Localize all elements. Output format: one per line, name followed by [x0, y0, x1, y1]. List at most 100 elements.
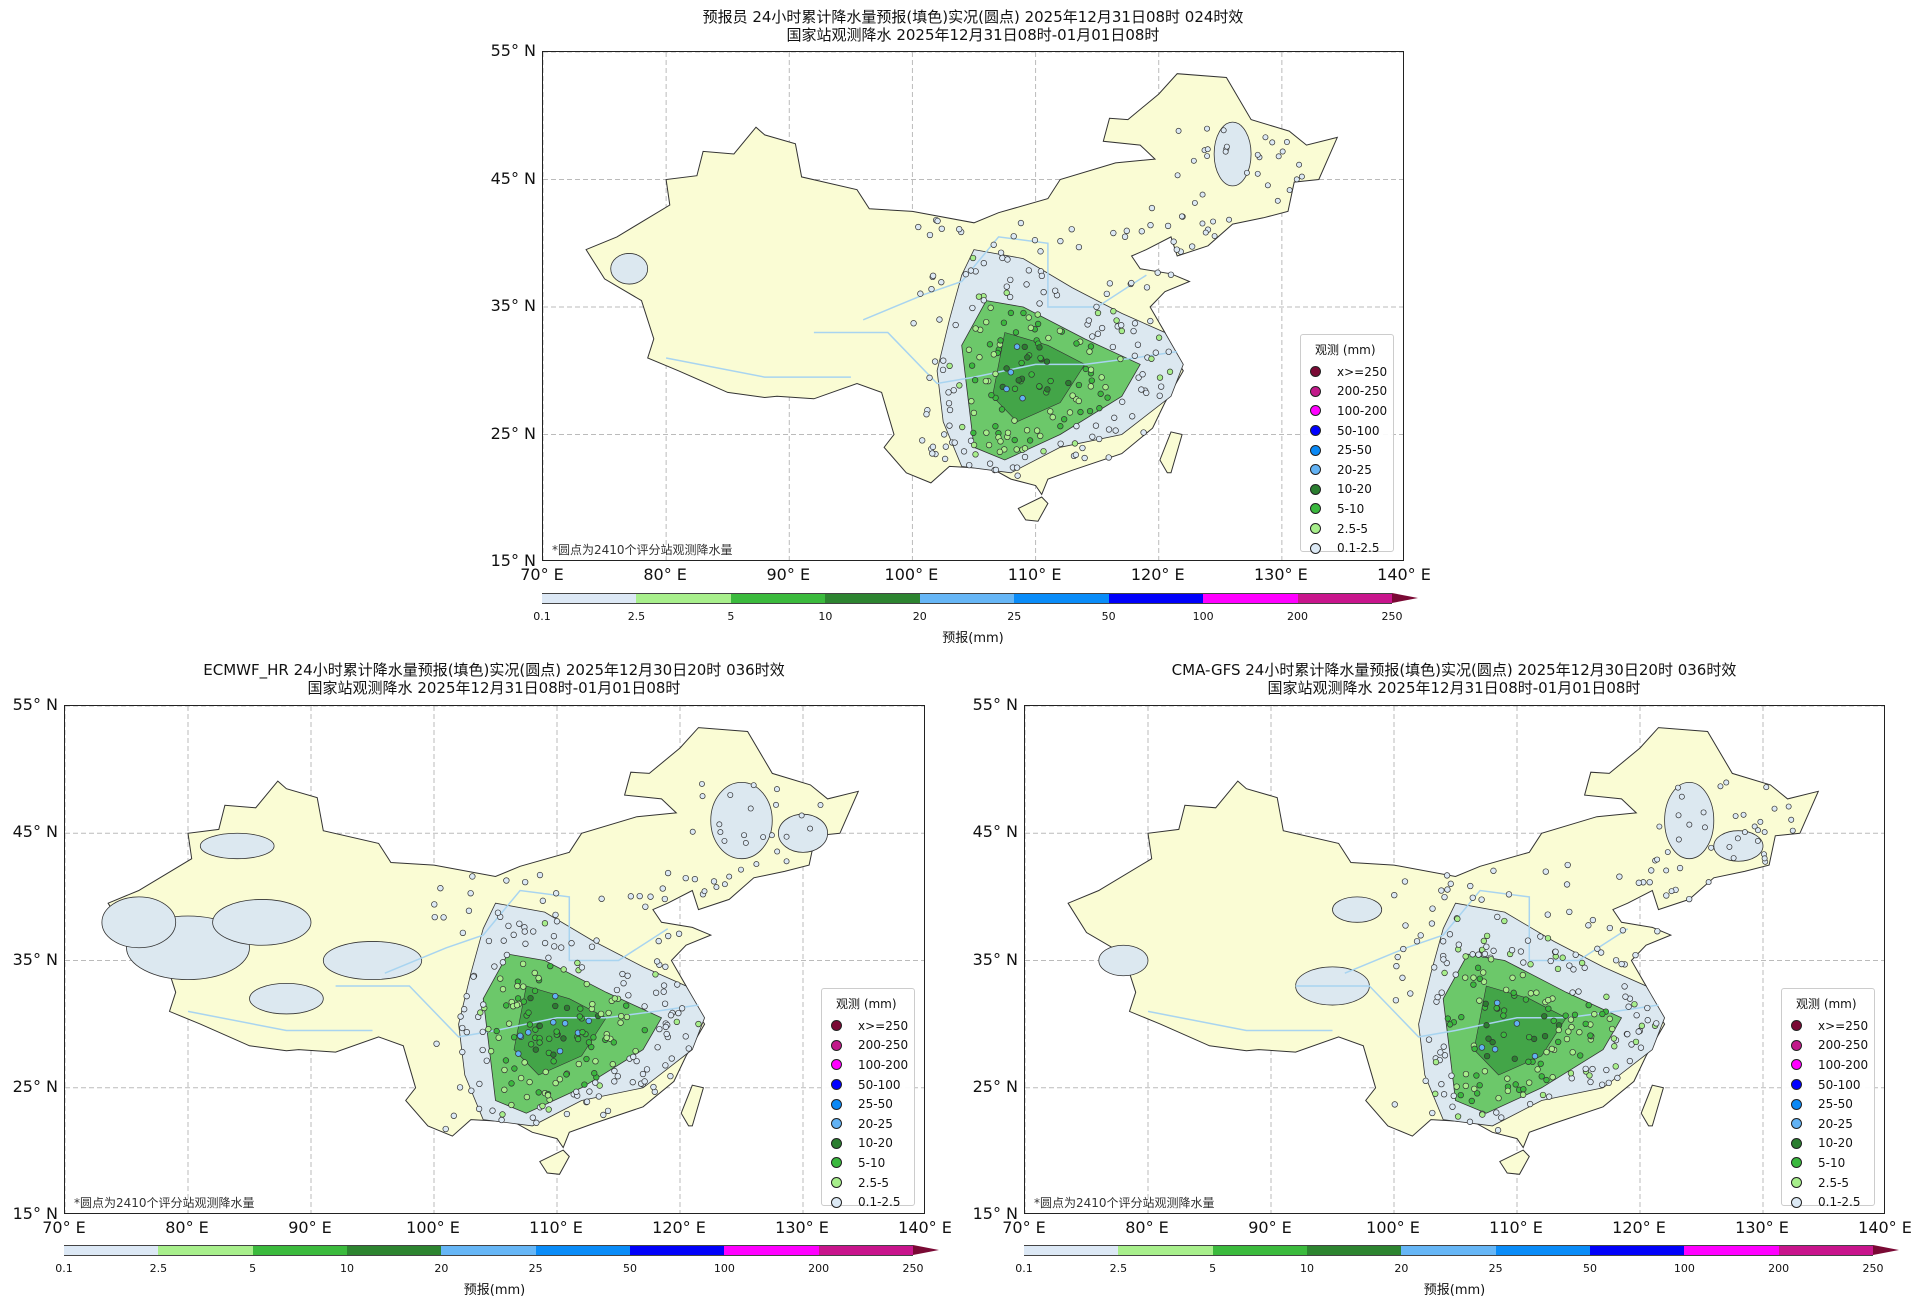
station-dot	[593, 1074, 600, 1081]
station-dot	[1591, 1011, 1598, 1018]
station-dot	[660, 982, 668, 989]
station-dot	[1431, 964, 1438, 971]
station-dot	[941, 455, 949, 463]
station-dot	[1638, 1022, 1646, 1029]
station-dot	[1487, 956, 1495, 963]
station-dot	[760, 834, 767, 840]
station-dot	[1511, 1055, 1518, 1062]
station-dot	[468, 1087, 475, 1094]
station-dot	[556, 1076, 564, 1083]
station-dot	[1511, 992, 1518, 999]
station-dot	[727, 792, 734, 798]
station-dot	[1085, 317, 1093, 324]
station-dot	[522, 878, 529, 886]
station-dot	[652, 989, 660, 996]
station-dot	[437, 885, 444, 892]
station-dot	[667, 1073, 674, 1080]
station-dot	[986, 460, 994, 467]
station-dot	[551, 943, 558, 950]
station-dot	[1686, 821, 1693, 828]
panel-title: CMA-GFS 24小时累计降水量预报(填色)实况(圆点) 2025年12月30…	[1172, 661, 1737, 697]
station-dot	[685, 1045, 692, 1052]
station-dot	[1462, 953, 1469, 960]
station-dot	[470, 973, 477, 980]
station-dot	[1038, 272, 1046, 280]
station-dot	[950, 387, 957, 394]
panel-title: 预报员 24小时累计降水量预报(填色)实况(圆点) 2025年12月31日08时…	[703, 8, 1244, 44]
station-dot	[972, 268, 979, 275]
station-dot	[1538, 1073, 1545, 1080]
lon-tick-label: 120° E	[1130, 565, 1185, 584]
station-dot	[1147, 221, 1154, 229]
station-dot	[1440, 956, 1447, 963]
station-note: *圆点为2410个评分站观测降水量	[1034, 1196, 1215, 1210]
station-dot	[1504, 1083, 1512, 1090]
rain-area-light	[1332, 896, 1383, 923]
station-dot	[1019, 446, 1026, 453]
station-dot	[1037, 354, 1044, 362]
island-outline	[539, 1149, 570, 1175]
station-dot	[1644, 1004, 1651, 1012]
station-dot	[511, 1034, 518, 1041]
station-dot	[945, 389, 952, 396]
station-dot	[1489, 1039, 1496, 1046]
station-dot	[1033, 427, 1041, 434]
legend-label: 20-25	[858, 1116, 893, 1131]
station-dot	[544, 1090, 552, 1098]
station-dot	[1021, 445, 1029, 452]
station-dot	[1586, 1072, 1593, 1079]
station-dot	[983, 429, 990, 436]
station-dot	[1134, 341, 1142, 348]
station-dot	[1243, 169, 1250, 176]
station-dot	[970, 429, 977, 437]
station-dot	[774, 848, 781, 855]
station-dot	[1589, 1065, 1596, 1073]
rain-area-moderate	[482, 953, 663, 1114]
station-dot	[1077, 408, 1084, 416]
station-dot	[576, 1013, 583, 1020]
station-dot	[1468, 1097, 1475, 1105]
station-dot	[625, 992, 632, 999]
station-dot	[1470, 981, 1477, 988]
station-dot	[682, 1033, 689, 1040]
legend-item: 50-100	[1307, 421, 1393, 441]
station-dot	[783, 858, 790, 865]
station-dot	[1031, 237, 1039, 244]
station-dot	[521, 1059, 528, 1066]
station-dot	[605, 1009, 612, 1017]
station-dot	[574, 959, 581, 967]
legend-marker-icon	[831, 1039, 842, 1051]
station-dot	[701, 888, 708, 895]
colorbar-segment	[542, 593, 637, 604]
legend-item: 10-20	[828, 1134, 914, 1154]
station-dot	[1455, 946, 1462, 953]
station-dot	[1128, 279, 1135, 287]
station-dot	[1013, 446, 1020, 453]
station-dot	[1075, 243, 1083, 251]
station-dot	[623, 1002, 630, 1009]
station-dot	[1037, 248, 1044, 255]
rain-area-light	[101, 896, 177, 949]
rain-area-light	[936, 249, 1184, 474]
station-dot	[1034, 311, 1041, 318]
station-dot	[1466, 1118, 1474, 1125]
station-dot	[1563, 1035, 1571, 1043]
legend-label: 2.5-5	[1337, 521, 1369, 536]
station-dot	[1179, 213, 1186, 220]
lon-tick-label: 140° E	[1377, 565, 1431, 584]
lat-tick-label: 35° N	[12, 949, 58, 969]
station-dot	[1751, 823, 1758, 830]
legend-label: 50-100	[858, 1077, 901, 1092]
station-dot	[643, 1066, 651, 1073]
station-dot	[1614, 1074, 1621, 1082]
station-dot	[946, 406, 954, 414]
colorbar-tick-label: 250	[1381, 610, 1403, 623]
station-dot	[1530, 1035, 1538, 1043]
station-dot	[598, 895, 605, 902]
station-dot	[500, 937, 507, 944]
station-dot	[539, 1102, 546, 1110]
lon-tick-label: 100° E	[1366, 1218, 1420, 1237]
station-dot	[1454, 915, 1461, 923]
station-dot	[1446, 931, 1454, 938]
station-dot	[1440, 952, 1447, 960]
